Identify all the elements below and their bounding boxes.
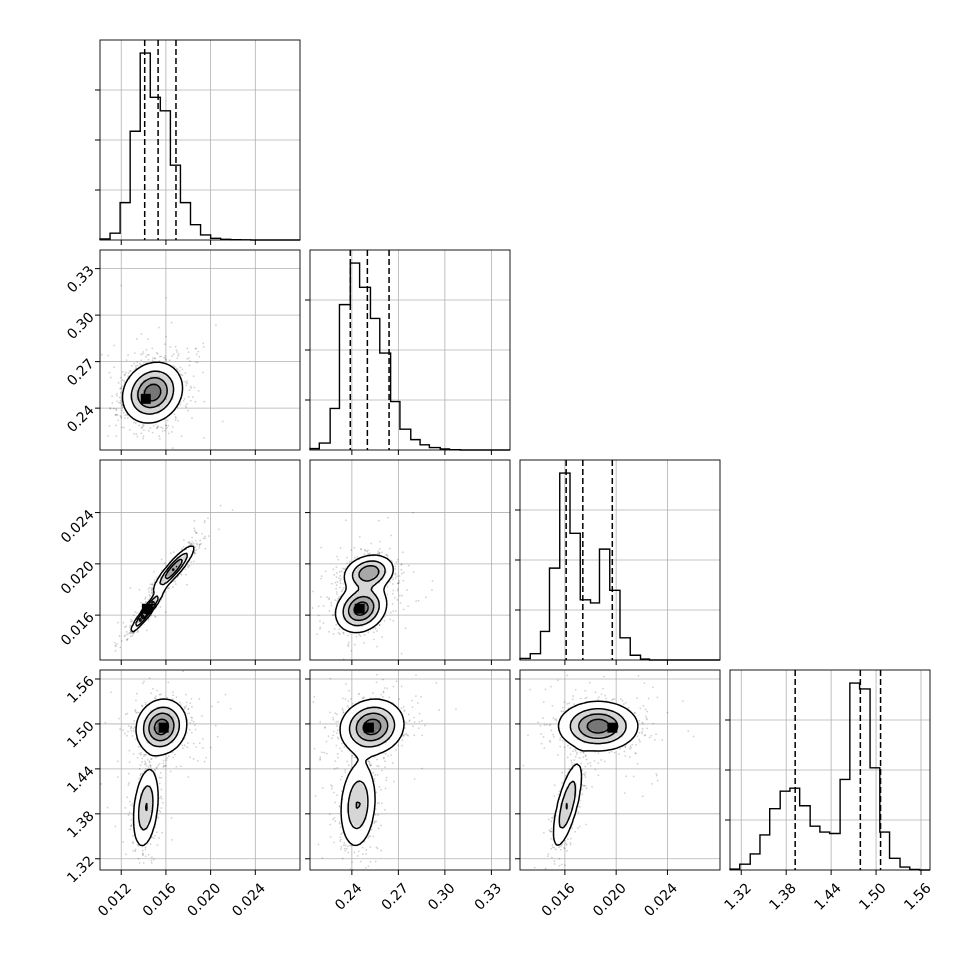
density-peak	[140, 393, 151, 404]
hist2d-panel-p1-p3	[99, 459, 301, 661]
hist2d-panel-p2-p4	[309, 669, 511, 871]
y-tick-label-p4: 1.44	[64, 763, 97, 796]
x-tick-label-p4: 1.50	[856, 880, 889, 913]
hist-panel-p1	[95, 39, 301, 241]
contour-level-0	[121, 361, 184, 424]
x-tick-label-p1: 0.012	[95, 880, 135, 920]
y-tick-label-p2: 0.33	[64, 263, 97, 296]
x-tick-label-p2: 0.33	[472, 880, 505, 913]
hist-p1	[99, 52, 300, 241]
axes-frame	[519, 669, 721, 871]
y-tick-label-p3: 0.020	[58, 558, 98, 598]
hist-p4	[729, 682, 930, 871]
contour-level-3	[586, 718, 610, 734]
hist-panel-p4	[725, 669, 931, 871]
contour-level-1	[342, 560, 386, 627]
axes-frame	[309, 459, 511, 661]
sample-points	[114, 504, 234, 652]
density-peak	[363, 722, 374, 733]
x-tick-label-p4: 1.32	[721, 880, 754, 913]
y-tick-label-p3: 0.024	[58, 507, 98, 547]
contour-level-2	[347, 564, 380, 622]
contour-level-0	[132, 698, 188, 847]
contour-level-1	[347, 706, 396, 830]
contour-level-2	[144, 712, 175, 812]
axes-frame	[99, 249, 301, 451]
y-tick-label-p2: 0.30	[64, 309, 97, 342]
x-tick-label-p4: 1.56	[901, 880, 934, 913]
hist2d-panel-p3-p4	[519, 669, 721, 871]
x-tick-label-p4: 1.44	[811, 880, 844, 913]
density-peak	[141, 603, 152, 614]
y-tick-label-p2: 0.24	[64, 402, 97, 435]
x-tick-label-p2: 0.30	[425, 880, 458, 913]
y-tick-label-p2: 0.27	[64, 356, 97, 389]
axes-frame	[99, 669, 301, 871]
hist2d-panel-p2-p3	[309, 459, 511, 661]
y-tick-label-p4: 1.32	[64, 853, 97, 886]
contour-level-1	[137, 706, 181, 831]
density-peak	[354, 603, 365, 614]
x-tick-label-p3: 0.020	[590, 880, 630, 920]
sample-points	[522, 674, 695, 870]
y-tick-label-p3: 0.016	[58, 609, 98, 649]
x-tick-label-p3: 0.016	[539, 880, 579, 920]
x-tick-label-p1: 0.016	[140, 880, 180, 920]
y-tick-label-p4: 1.38	[64, 808, 97, 841]
axes-frame	[309, 669, 511, 871]
contour-level-1	[558, 707, 627, 829]
x-tick-label-p4: 1.38	[766, 880, 799, 913]
y-tick-label-p4: 1.50	[64, 718, 97, 751]
x-tick-label-p2: 0.27	[379, 880, 412, 913]
x-tick-label-p3: 0.024	[641, 880, 681, 920]
contour-level-0	[339, 698, 405, 847]
x-tick-label-p1: 0.024	[229, 880, 269, 920]
axes-frame	[99, 459, 301, 661]
density-peak	[607, 722, 618, 733]
hist-p3	[519, 472, 720, 661]
contour-level-2	[137, 377, 168, 409]
hist2d-panel-p1-p2	[99, 249, 301, 451]
contour-level-1	[130, 370, 175, 415]
contour-level-0	[552, 700, 639, 846]
y-tick-label-p4: 1.56	[64, 673, 97, 706]
contour-level-0	[334, 554, 395, 634]
x-tick-label-p2: 0.24	[332, 880, 365, 913]
hist-panel-p3	[515, 459, 721, 661]
hist2d-panel-p1-p4	[99, 669, 301, 871]
hist-panel-p2	[305, 249, 511, 451]
contour-level-2	[355, 712, 389, 810]
hist-p2	[309, 262, 510, 451]
x-tick-label-p1: 0.020	[185, 880, 225, 920]
density-peak	[158, 722, 169, 733]
